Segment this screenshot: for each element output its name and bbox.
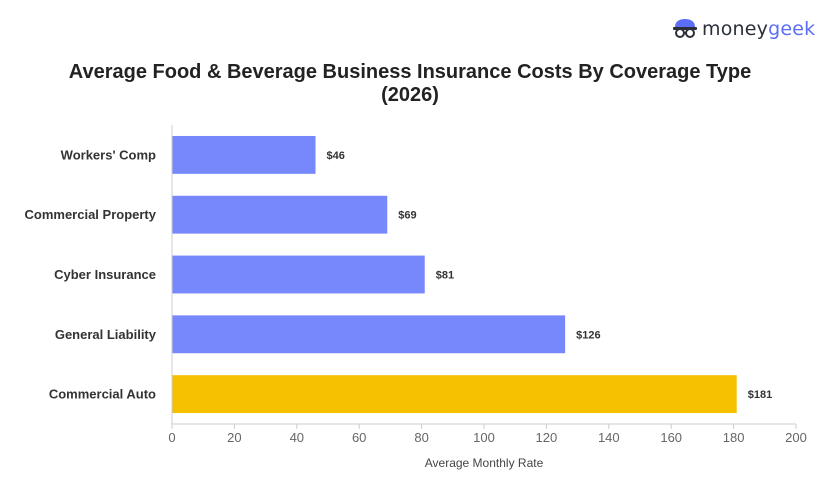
brand-wordmark: moneygeek [702,18,815,40]
value-label: $46 [327,150,345,162]
bar [172,195,388,234]
x-tick-label: 80 [414,430,428,445]
x-tick-label: 20 [227,430,241,445]
value-label: $126 [576,329,600,341]
brand-part1: money [702,18,769,40]
x-tick-label: 0 [168,430,175,445]
value-label: $69 [398,210,416,222]
category-label: Cyber Insurance [54,267,156,282]
x-tick-label: 100 [473,430,495,445]
brand-part2: geek [768,18,816,40]
x-tick-label: 200 [785,430,807,445]
x-tick-label: 120 [536,430,558,445]
x-axis-label: Average Monthly Rate [425,456,544,470]
bar [172,375,737,414]
category-label: General Liability [55,327,157,342]
value-label: $181 [748,389,772,401]
x-tick-label: 140 [598,430,620,445]
value-label: $81 [436,270,454,282]
category-label: Workers' Comp [61,147,156,162]
bar [172,135,316,174]
x-tick-label: 40 [290,430,304,445]
category-label: Commercial Property [25,207,157,222]
moneygeek-logo: moneygeek [672,18,815,40]
category-label: Commercial Auto [49,387,156,402]
x-tick-label: 160 [660,430,682,445]
chart-title: Average Food & Beverage Business Insuran… [68,61,752,106]
bars-group: Workers' Comp $46 Commercial Property $69 Cy… [25,135,772,414]
x-tick-label: 60 [352,430,366,445]
bar [172,255,425,294]
bar [172,315,566,354]
moneygeek-glasses-icon [673,19,697,38]
x-ticks-group: 0 20 40 60 80 100 120 140 160 180 200 [168,424,807,445]
x-tick-label: 180 [723,430,745,445]
